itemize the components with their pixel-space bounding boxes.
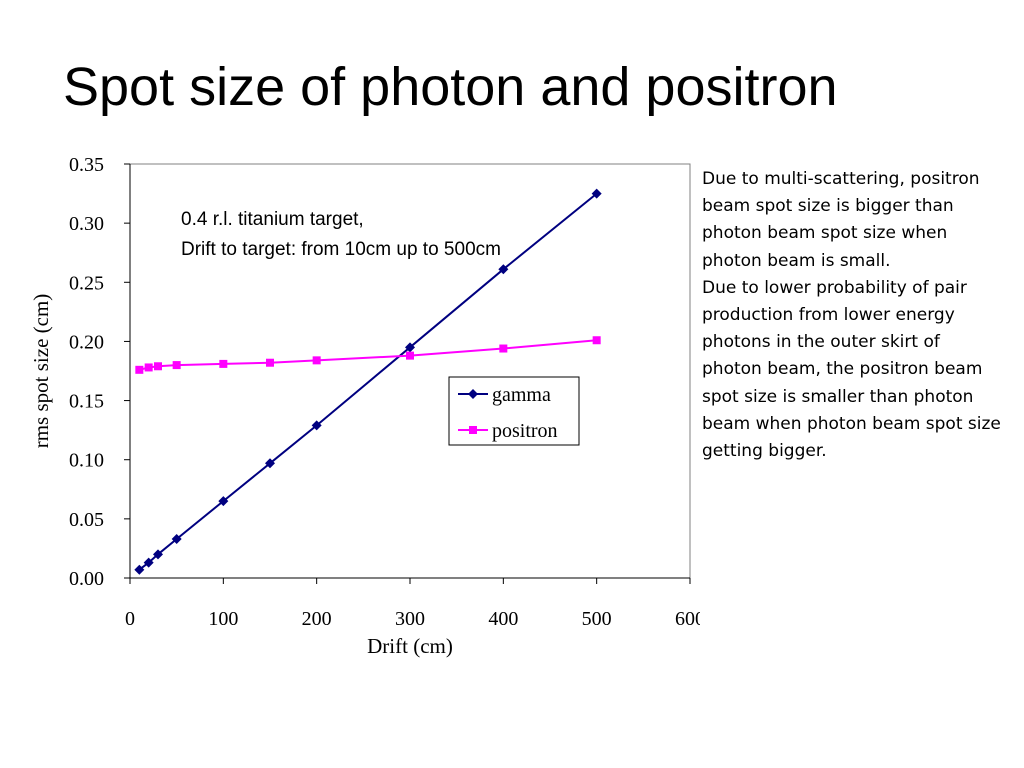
x-tick-label: 0 <box>125 608 135 630</box>
chart-annotation: 0.4 r.l. titanium target, Drift to targe… <box>181 209 501 260</box>
data-point-gamma <box>143 557 154 568</box>
annotation-line-2: Drift to target: from 10cm up to 500cm <box>181 239 501 260</box>
y-tick-label: 0.30 <box>69 213 104 235</box>
y-tick-label: 0.00 <box>69 568 104 590</box>
y-tick-label: 0.10 <box>69 450 104 472</box>
y-tick-label: 0.20 <box>69 331 104 353</box>
x-tick-label: 600 <box>675 608 700 630</box>
plot-frame <box>129 163 691 579</box>
data-point-positron <box>154 362 162 371</box>
data-point-positron <box>172 361 181 370</box>
legend-positron-label: positron <box>492 420 558 442</box>
data-point-gamma <box>498 264 509 275</box>
series-positron-line <box>139 339 597 371</box>
data-point-positron <box>592 336 601 345</box>
data-point-positron <box>135 365 144 374</box>
y-tick-label: 0.15 <box>69 391 104 413</box>
data-point-positron <box>144 363 153 372</box>
data-point-gamma <box>218 496 229 507</box>
legend-gamma-label: gamma <box>492 384 551 406</box>
legend-positron-marker <box>469 426 477 434</box>
data-point-gamma <box>134 564 145 575</box>
data-point-positron <box>406 351 414 360</box>
legend-gamma-marker <box>468 389 478 399</box>
data-point-gamma <box>153 549 163 560</box>
y-axis-ticks: 0.00 0.05 0.10 0.15 0.20 0.25 0.30 0.35 <box>69 154 130 590</box>
side-note-paragraph-1: Due to multi-scattering, positron beam s… <box>702 169 980 271</box>
side-note-paragraph-2: Due to lower probability of pair product… <box>702 277 1001 462</box>
x-tick-label: 400 <box>488 608 518 630</box>
x-tick-label: 500 <box>582 608 612 630</box>
x-axis-title: Drift (cm) <box>367 634 453 658</box>
y-axis-title: rms spot size (cm) <box>29 294 53 449</box>
chart: 0.00 0.05 0.10 0.15 0.20 0.25 0.30 0.35 0 100 200… <box>29 154 700 658</box>
data-point-gamma <box>591 188 602 199</box>
legend: gamma positron <box>448 376 580 446</box>
y-tick-label: 0.35 <box>69 154 104 176</box>
x-tick-label: 200 <box>302 608 332 630</box>
series-gamma-line <box>138 192 598 571</box>
data-point-positron <box>499 344 508 353</box>
plot-area <box>129 163 691 579</box>
x-tick-label: 100 <box>208 608 238 630</box>
y-tick-label: 0.25 <box>69 272 104 294</box>
series-layer <box>134 188 602 575</box>
data-point-positron <box>219 359 228 368</box>
x-tick-label: 300 <box>395 608 425 630</box>
series-positron <box>135 336 601 374</box>
data-point-positron <box>266 358 274 367</box>
data-point-gamma <box>171 533 182 544</box>
data-point-gamma <box>265 458 275 469</box>
data-point-gamma <box>405 342 415 353</box>
x-axis-ticks: 0 100 200 300 400 500 600 <box>125 578 700 630</box>
legend-box <box>448 376 580 446</box>
y-tick-label: 0.05 <box>69 509 104 531</box>
side-note: Due to multi-scattering, positron beam s… <box>702 166 1002 465</box>
annotation-line-1: 0.4 r.l. titanium target, <box>181 209 364 230</box>
series-gamma <box>134 188 602 575</box>
data-point-positron <box>312 356 321 365</box>
slide-title: Spot size of photon and positron <box>63 57 838 117</box>
data-point-gamma <box>311 420 322 431</box>
